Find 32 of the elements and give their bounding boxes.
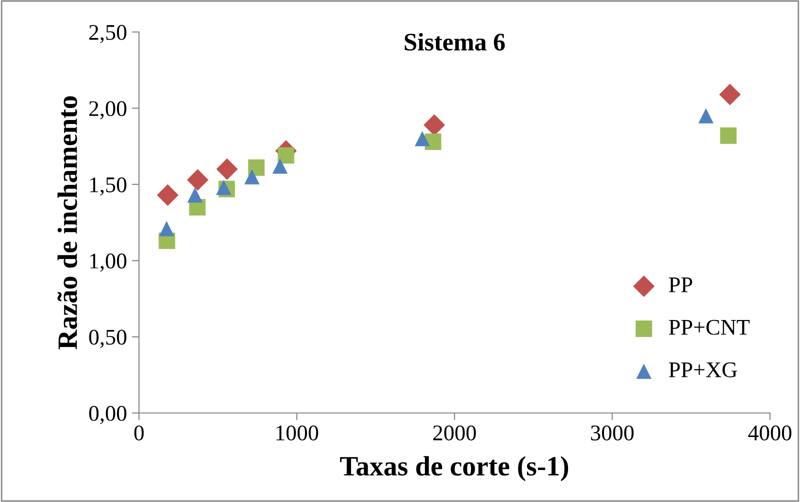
point [720, 127, 737, 144]
y-tick-label: 2,50 [89, 24, 126, 44]
y-tick-label: 2,00 [89, 101, 126, 120]
x-tick-label: 1000 [276, 425, 318, 440]
y-tick-label: 1,50 [90, 177, 126, 196]
x-tick-label: 2000 [433, 425, 476, 440]
x-tick-label: 0 [134, 425, 144, 440]
point [216, 180, 232, 196]
legend-label: PP+XG [668, 362, 737, 378]
point [186, 169, 208, 191]
y-axis-title: Razão de inchamento [58, 96, 78, 350]
x-tick-label: 3000 [591, 425, 634, 440]
point [698, 108, 714, 124]
point [424, 134, 442, 150]
point [216, 158, 238, 180]
point [187, 187, 203, 203]
x-axis-title: Taxas de corte (s-1) [340, 456, 568, 482]
y-tick-label: 1,00 [90, 254, 126, 272]
point [248, 159, 265, 176]
y-tick-label: 0,50 [89, 330, 126, 348]
point [272, 158, 288, 174]
point [719, 84, 741, 106]
x-tick-label: 4000 [748, 425, 792, 440]
chart-title: Sistema 6 [404, 32, 505, 51]
point [159, 220, 174, 236]
point [156, 184, 178, 206]
point [278, 147, 294, 164]
point [414, 131, 430, 146]
y-tick-label: 0,00 [89, 406, 126, 424]
legend-label: PP [668, 278, 692, 292]
point [244, 169, 260, 184]
legend-label: PP+CNT [668, 320, 750, 335]
